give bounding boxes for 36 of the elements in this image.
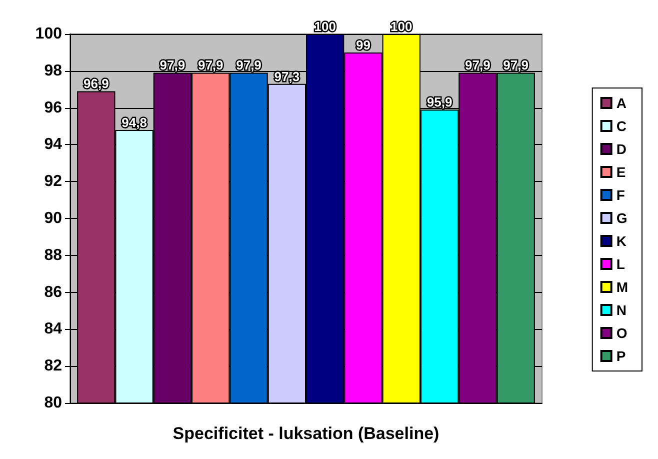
y-tick-label: 84	[44, 320, 62, 338]
legend-label: A	[616, 95, 626, 111]
legend-label: O	[616, 325, 628, 341]
legend-label: C	[616, 118, 626, 134]
data-label: 100	[390, 19, 412, 34]
y-tick-label: 88	[44, 246, 62, 264]
y-tick-label: 100	[35, 26, 62, 42]
data-label: 97,9	[160, 58, 186, 73]
data-label: 97,9	[236, 58, 262, 73]
legend-label: D	[616, 141, 626, 157]
legend-label: L	[616, 256, 626, 272]
y-tick-label: 82	[44, 358, 62, 375]
y-tick-label: 86	[44, 284, 62, 301]
legend-label: F	[616, 187, 626, 203]
legend-label: P	[616, 348, 626, 364]
legend-label: N	[616, 302, 626, 318]
legend-label: K	[616, 233, 626, 249]
x-axis-title: Specificitet - luksation (Baseline)	[172, 424, 440, 443]
y-tick-label: 80	[44, 394, 62, 412]
data-label: 97,9	[465, 58, 490, 73]
y-tick-label: 92	[44, 173, 62, 190]
legend-label: M	[616, 279, 628, 295]
data-label: 97,9	[198, 58, 224, 73]
data-label: 100	[314, 19, 336, 34]
legend-label: G	[616, 210, 628, 226]
y-tick-label: 98	[44, 62, 62, 80]
y-tick-label: 90	[44, 210, 62, 227]
y-tick-label: 96	[44, 99, 62, 116]
data-label: 94,8	[122, 114, 147, 130]
legend-label: E	[616, 164, 626, 180]
data-label: 95,9	[426, 94, 452, 110]
data-label: 97,9	[503, 58, 528, 73]
data-label: 96,9	[84, 76, 109, 92]
data-label: 97,3	[274, 68, 300, 84]
y-tick-label: 94	[44, 136, 62, 154]
data-label: 99	[356, 37, 370, 52]
